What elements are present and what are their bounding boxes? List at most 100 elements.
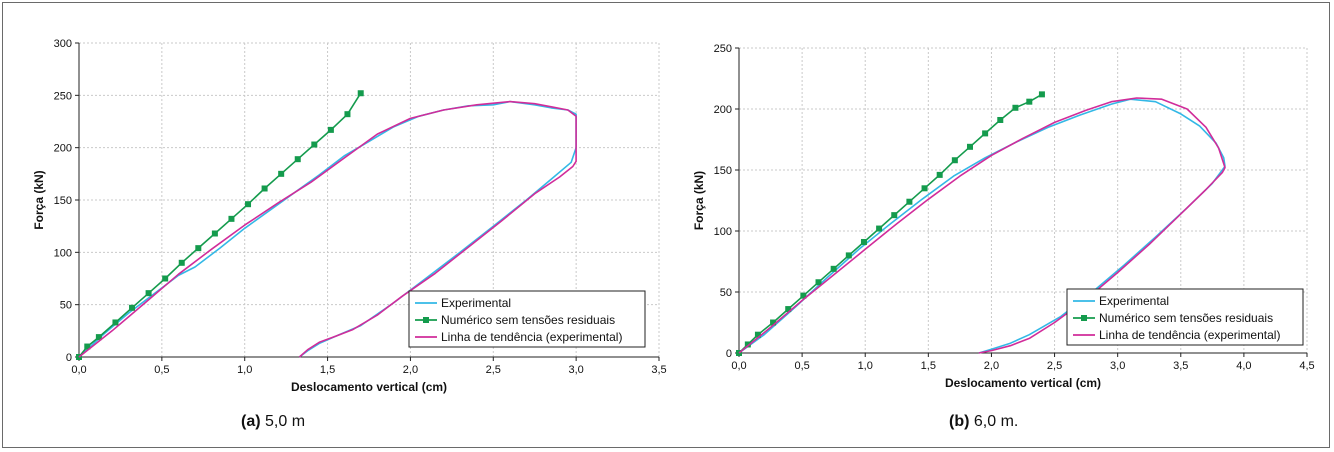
chart-b-legend-entry: Experimental [1099, 294, 1169, 308]
caption-b-tag: (b) [949, 413, 970, 430]
chart-a-x-tick-label: 0,5 [154, 364, 169, 376]
chart-b-x-tick-label: 2,5 [1047, 360, 1062, 372]
chart-b-x-tick-label: 0,5 [794, 360, 809, 372]
chart-b-grid [739, 47, 1308, 353]
chart-b-x-tick-label: 4,0 [1236, 360, 1251, 372]
chart-b-series-2-point [997, 116, 1004, 123]
chart-b-series-2-point [1038, 91, 1045, 98]
chart-a-legend-box [408, 290, 646, 348]
caption-a-tag: (a) [241, 413, 261, 430]
chart-a-series-2-point [211, 230, 218, 237]
chart-a-series-2-point [145, 290, 152, 297]
chart-a-series-2-point [327, 126, 334, 133]
chart-a-series-2-point [357, 90, 364, 97]
chart-a-x-label: Deslocamento vertical (cm) [291, 380, 447, 394]
chart-a-y-label: Força (kN) [32, 170, 46, 229]
chart-a-y-tick-label: 100 [54, 247, 72, 259]
chart-b-series-2-point [891, 212, 898, 219]
chart-a-series-2-point [261, 185, 268, 192]
chart-b-series-2-point [785, 306, 792, 313]
chart-b-series-2-line [738, 93, 1043, 354]
chart-b-legend-marker [1081, 315, 1087, 321]
chart-a-series-2-point [294, 156, 301, 163]
chart-b-x-tick-label: 2,0 [984, 360, 999, 372]
chart-b: 0,0 0,5 1,0 1,5 2,0 2,5 3,0 3,5 4,0 4,5 0 50 100 150 2… [679, 27, 1329, 407]
chart-a-legend-marker [423, 317, 429, 323]
chart-a-series-2-point [178, 259, 185, 266]
chart-b-series-2-point [951, 157, 958, 164]
chart-b-series-2-point [921, 185, 928, 192]
chart-a-series-2-point [84, 343, 91, 350]
chart-a-series-2-point [195, 245, 202, 252]
chart-a-y-tick-label: 200 [54, 143, 72, 155]
chart-b-series-2-point [966, 143, 973, 150]
chart-a-series-2-point [95, 334, 102, 341]
chart-a-series-2-point [245, 201, 252, 208]
caption-b-text: 6,0 m. [973, 413, 1019, 430]
chart-b-series-2-point [906, 198, 913, 205]
chart-a-series-2-point [228, 215, 235, 222]
chart-b-svg: 0,0 0,5 1,0 1,5 2,0 2,5 3,0 3,5 4,0 4,5 0 50 100 150 2… [692, 43, 1315, 390]
chart-a-y-tick-label: 0 [66, 352, 72, 364]
chart-b-series-2-point [845, 252, 852, 259]
chart-b-series-2-point [876, 225, 883, 232]
caption-b: (b) 6,0 m. [949, 413, 1018, 431]
chart-a-x-tick-label: 0,0 [71, 364, 86, 376]
chart-b-y-tick-label: 250 [714, 43, 732, 55]
chart-a: 0,0 0,5 1,0 1,5 2,0 2,5 3,0 3,5 0 50 100 150 200 250 3… [13, 27, 673, 407]
chart-b-x-tick-label: 3,5 [1173, 360, 1188, 372]
chart-b-series-2-point [860, 238, 867, 245]
chart-b-legend-box [1066, 288, 1304, 346]
chart-a-legend-entry: Experimental [441, 296, 511, 310]
chart-b-y-tick-label: 200 [714, 104, 732, 116]
chart-a-series-2-point [344, 111, 351, 118]
chart-a-series-2-point [311, 141, 318, 148]
chart-a-grid [79, 42, 660, 357]
chart-b-series-2-point [982, 130, 989, 137]
chart-b-series-2-point [815, 279, 822, 286]
chart-b-legend: Experimental Numérico sem tensões residua… [1066, 288, 1304, 346]
chart-a-legend-entry: Numérico sem tensões residuais [441, 313, 615, 327]
chart-a-y-tick-label: 50 [60, 300, 72, 312]
chart-a-legend-entry: Linha de tendência (experimental) [441, 330, 622, 344]
chart-b-x-tick-label: 1,0 [858, 360, 873, 372]
chart-a-series-2-point [278, 170, 285, 177]
chart-a-series-2-point [129, 304, 136, 311]
caption-a: (a) 5,0 m [241, 413, 305, 431]
chart-a-legend: Experimental Numérico sem tensões residua… [408, 290, 646, 348]
chart-b-series-2-point [936, 171, 943, 178]
chart-a-y-tick-label: 300 [54, 38, 72, 50]
chart-b-series-2-point [830, 265, 837, 272]
chart-b-y-tick-label: 50 [720, 287, 732, 299]
chart-b-series-2-point [744, 341, 751, 348]
chart-a-y-tick-label: 150 [54, 195, 72, 207]
chart-a-series-2-point [162, 275, 169, 282]
chart-b-x-tick-label: 3,0 [1110, 360, 1125, 372]
chart-a-series-2-point [112, 319, 119, 326]
chart-b-y-tick-label: 100 [714, 226, 732, 238]
chart-b-series-2-point [800, 292, 807, 299]
chart-a-series-2-line [78, 92, 362, 358]
chart-a-x-tick-label: 2,5 [486, 364, 501, 376]
chart-b-legend-entry: Numérico sem tensões residuais [1099, 311, 1273, 325]
caption-a-text: 5,0 m [265, 413, 306, 430]
chart-b-series-2-point [1012, 104, 1019, 111]
chart-a-x-tick-label: 1,0 [237, 364, 252, 376]
chart-b-series-2-point [1026, 98, 1033, 105]
chart-a-series-3-line [78, 100, 577, 358]
chart-b-y-tick-label: 0 [726, 348, 732, 360]
chart-a-svg: 0,0 0,5 1,0 1,5 2,0 2,5 3,0 3,5 0 50 100 150 200 250 3… [32, 38, 667, 394]
chart-b-series-2-point [754, 331, 761, 338]
chart-b-y-tick-label: 150 [714, 165, 732, 177]
chart-a-y-tick-label: 250 [54, 90, 72, 102]
chart-b-legend-entry: Linha de tendência (experimental) [1099, 328, 1280, 342]
chart-b-x-tick-label: 1,5 [921, 360, 936, 372]
chart-b-x-tick-label: 4,5 [1299, 360, 1314, 372]
chart-a-x-tick-label: 1,5 [320, 364, 335, 376]
chart-b-x-label: Deslocamento vertical (cm) [945, 376, 1101, 390]
chart-a-x-tick-label: 2,0 [403, 364, 418, 376]
chart-a-x-tick-label: 3,0 [568, 364, 583, 376]
chart-b-y-label: Força (kN) [692, 171, 706, 230]
chart-b-x-tick-label: 0,0 [731, 360, 746, 372]
